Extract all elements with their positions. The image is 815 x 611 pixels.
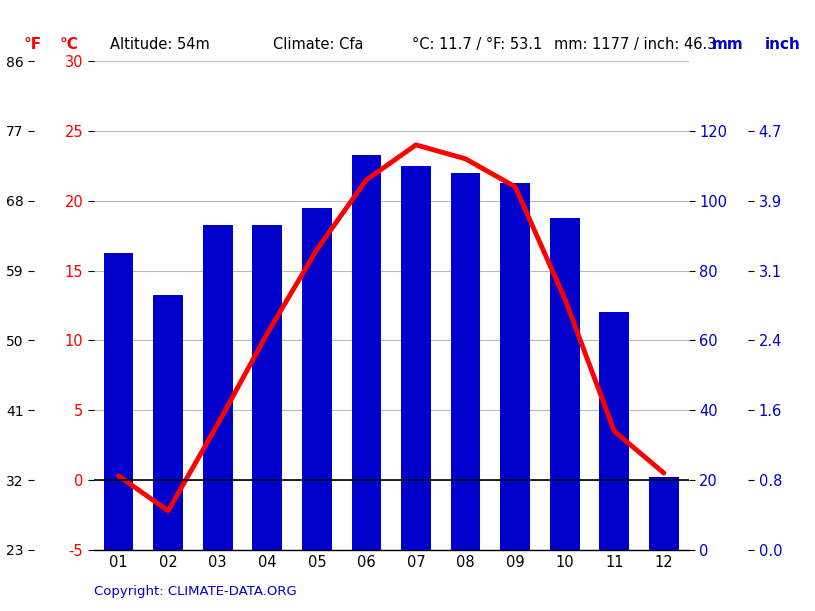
Bar [203,225,232,550]
Bar [599,312,629,550]
Text: mm: 1177 / inch: 46.3: mm: 1177 / inch: 46.3 [554,37,716,52]
Bar [302,208,332,550]
Bar [351,155,381,550]
Bar [500,183,530,550]
Text: Climate: Cfa: Climate: Cfa [273,37,363,52]
Text: Copyright: CLIMATE-DATA.ORG: Copyright: CLIMATE-DATA.ORG [94,585,297,598]
Bar [104,253,134,550]
Bar [153,295,183,550]
Text: °C: 11.7 / °F: 53.1: °C: 11.7 / °F: 53.1 [412,37,542,52]
Bar [550,218,579,550]
Text: °C: °C [59,37,79,52]
Text: Altitude: 54m: Altitude: 54m [110,37,209,52]
Bar [401,166,431,550]
Bar [451,173,481,550]
Bar [649,477,679,550]
Text: inch: inch [764,37,800,52]
Text: mm: mm [712,37,743,52]
Text: °F: °F [24,37,42,52]
Bar [253,225,282,550]
